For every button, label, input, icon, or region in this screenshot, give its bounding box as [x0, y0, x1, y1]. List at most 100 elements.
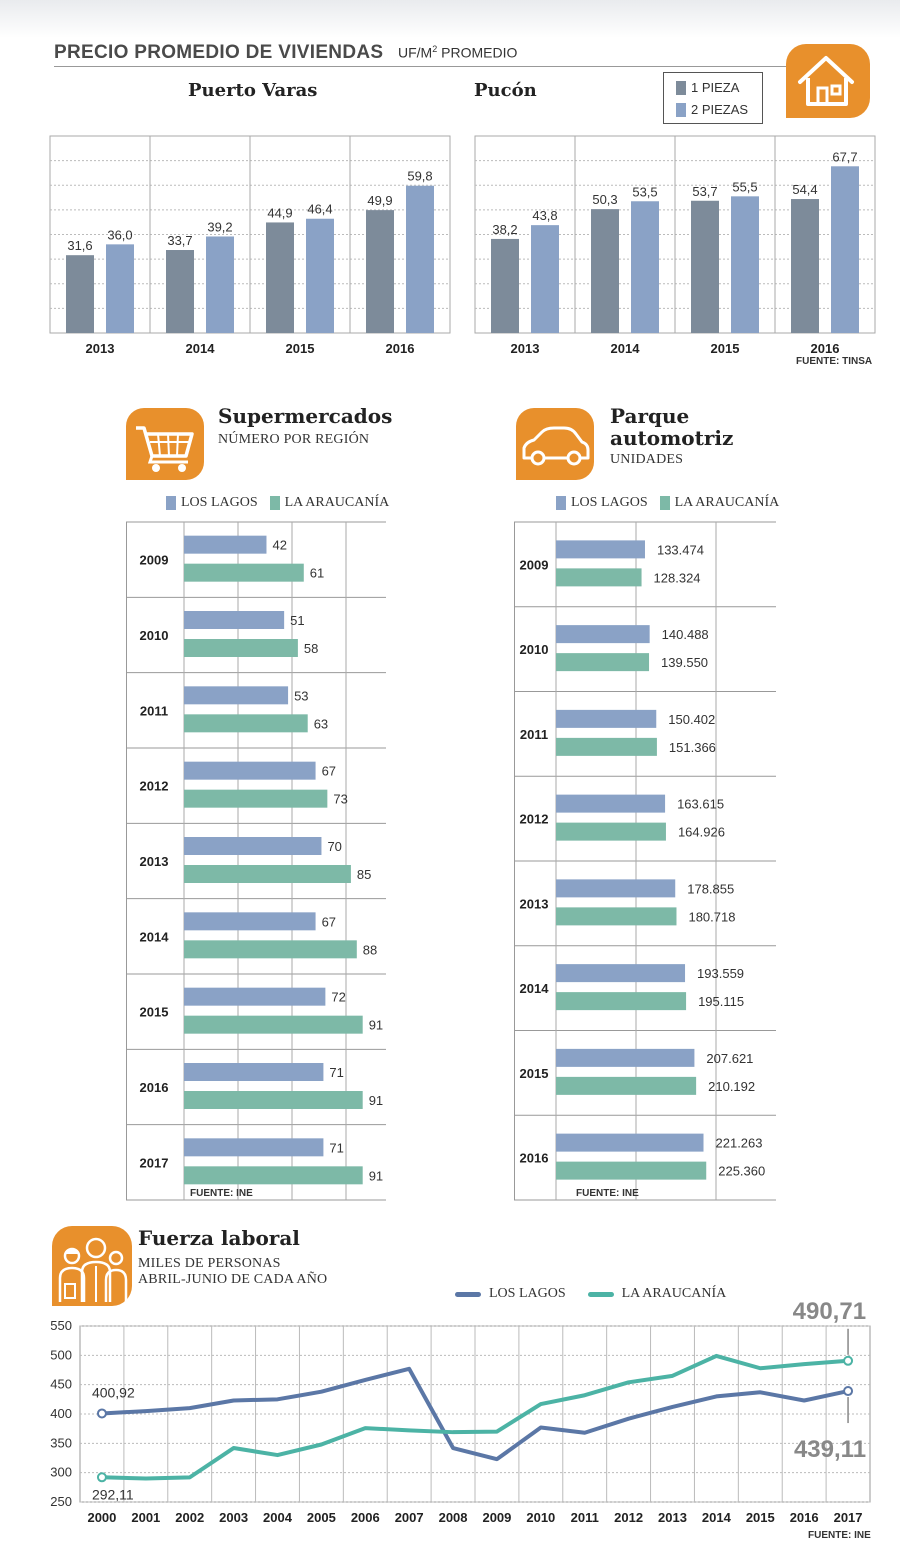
auto-data-label: 225.360	[718, 1164, 765, 1179]
fuerza-end-point-la-araucania	[843, 1355, 854, 1366]
super-tick-label: 2017	[140, 1155, 169, 1170]
fuerza-x-tick-label: 2002	[175, 1510, 204, 1525]
pucon-data-label: 38,2	[492, 222, 517, 237]
super-tick-label: 2013	[140, 854, 169, 869]
auto-data-label: 180.718	[688, 909, 735, 924]
super-data-label: 67	[322, 764, 336, 779]
super-data-label: 71	[329, 1065, 343, 1080]
auto-data-label: 139.550	[661, 655, 708, 670]
fuerza-annotation-lagos-start: 400,92	[92, 1384, 135, 1400]
super-data-label: 63	[314, 716, 328, 731]
pucon-bar	[531, 225, 559, 333]
auto-bar	[556, 1076, 697, 1095]
super-tick-label: 2016	[140, 1080, 169, 1095]
super-data-label: 73	[333, 792, 347, 807]
cart-icon	[126, 408, 204, 480]
auto-tick-label: 2012	[520, 812, 549, 827]
parque-automotriz-chart: 2009 133.474 128.324 2010 140.488 139.550 2011…	[514, 521, 776, 1201]
pucon-tick-label: 2013	[511, 341, 540, 356]
super-bar	[184, 1063, 324, 1081]
super-bar	[184, 563, 304, 582]
house-icon	[786, 44, 870, 118]
super-data-label: 88	[363, 942, 377, 957]
legend-label-los-lagos: LOS LAGOS	[571, 495, 648, 510]
pucon-data-label: 53,5	[632, 184, 657, 199]
fuerza-x-tick-label: 2017	[834, 1510, 863, 1525]
auto-subtitle: UNIDADES	[610, 452, 684, 467]
fuerza-x-tick-label: 2003	[219, 1510, 248, 1525]
super-tick-label: 2015	[140, 1005, 169, 1020]
super-data-label: 70	[327, 839, 341, 854]
fuerza-x-tick-label: 2006	[351, 1510, 380, 1525]
top-band	[0, 0, 900, 38]
puerto-varas-data-label: 46,4	[307, 202, 332, 217]
legend-label-2piezas: 2 PIEZAS	[691, 102, 749, 117]
puerto-varas-data-label: 36,0	[107, 227, 132, 242]
puerto-varas-data-label: 33,7	[167, 233, 192, 248]
auto-data-label: 193.559	[697, 966, 744, 981]
fuerza-x-tick-label: 2000	[87, 1510, 116, 1525]
pucon-tick-label: 2016	[811, 341, 840, 356]
puerto-varas-data-label: 59,8	[407, 169, 432, 184]
pucon-tick-label: 2014	[611, 341, 641, 356]
pucon-data-label: 43,8	[532, 208, 557, 223]
fuerza-x-tick-label: 2005	[307, 1510, 336, 1525]
puerto-varas-tick-label: 2016	[386, 341, 415, 356]
fuerza-y-tick-label: 550	[50, 1318, 72, 1333]
pucon-tick-label: 2015	[711, 341, 740, 356]
fuerza-annotation-lagos-end: 439,11	[794, 1436, 866, 1463]
puerto-varas-data-label: 44,9	[267, 205, 292, 220]
auto-bar	[556, 540, 645, 559]
page-title: PRECIO PROMEDIO DE VIVIENDAS	[54, 42, 384, 63]
auto-data-label: 221.263	[716, 1136, 763, 1151]
auto-data-label: 151.366	[669, 740, 716, 755]
auto-tick-label: 2010	[520, 642, 549, 657]
legend-swatch-los-lagos	[166, 496, 176, 510]
fuerza-legend: LOS LAGOS LA ARAUCANÍA	[455, 1286, 726, 1302]
legend-swatch-los-lagos	[556, 496, 566, 510]
auto-data-label: 178.855	[687, 881, 734, 896]
auto-title-line2: automotriz	[610, 426, 734, 450]
auto-bar	[556, 737, 657, 756]
auto-bar	[556, 709, 657, 728]
puerto-varas-tick-label: 2014	[186, 341, 216, 356]
pucon-bar	[491, 238, 519, 333]
fuerza-line-la-araucania	[99, 1353, 851, 1481]
fuerza-title: Fuerza laboral	[138, 1226, 300, 1250]
unit-label: UF/M2 PROMEDIO	[398, 44, 518, 61]
legend-swatch-1pieza	[676, 80, 686, 95]
source-ine-fuerza: FUENTE: INE	[808, 1530, 871, 1541]
fuerza-x-tick-label: 2014	[702, 1510, 732, 1525]
super-data-label: 51	[290, 613, 304, 628]
fuerza-annotation-arau-start: 292,11	[92, 1486, 134, 1502]
legend-swatch-la-araucania	[659, 496, 670, 510]
super-title: Supermercados	[218, 404, 393, 428]
super-data-label: 91	[369, 1168, 383, 1183]
puerto-varas-bar	[406, 185, 434, 333]
chart-title-pucon: Pucón	[474, 80, 537, 101]
auto-data-label: 210.192	[708, 1079, 755, 1094]
fuerza-x-tick-label: 2010	[526, 1510, 555, 1525]
super-bar	[184, 1091, 363, 1109]
auto-data-label: 140.488	[662, 627, 709, 642]
pucon-bar	[731, 196, 759, 333]
puerto-varas-data-label: 31,6	[67, 238, 92, 253]
puerto-varas-bar	[306, 218, 334, 333]
super-data-label: 91	[369, 1093, 383, 1108]
fuerza-y-tick-label: 400	[50, 1406, 72, 1421]
puerto-varas-data-label: 49,9	[367, 193, 392, 208]
puerto-varas-data-label: 39,2	[207, 219, 232, 234]
super-bar	[184, 940, 357, 959]
auto-bar	[556, 568, 642, 587]
pucon-data-label: 67,7	[832, 149, 857, 164]
fuerza-subtitle-2: ABRIL-JUNIO DE CADA AÑO	[138, 1272, 328, 1287]
super-bar	[184, 714, 308, 733]
auto-bar	[556, 964, 686, 983]
fuerza-x-tick-label: 2001	[131, 1510, 160, 1525]
legend-line-los-lagos	[455, 1291, 481, 1297]
super-data-label: 72	[331, 990, 345, 1005]
fuerza-line-los-lagos	[99, 1366, 851, 1462]
auto-bar	[556, 822, 666, 841]
super-tick-label: 2009	[140, 553, 169, 568]
